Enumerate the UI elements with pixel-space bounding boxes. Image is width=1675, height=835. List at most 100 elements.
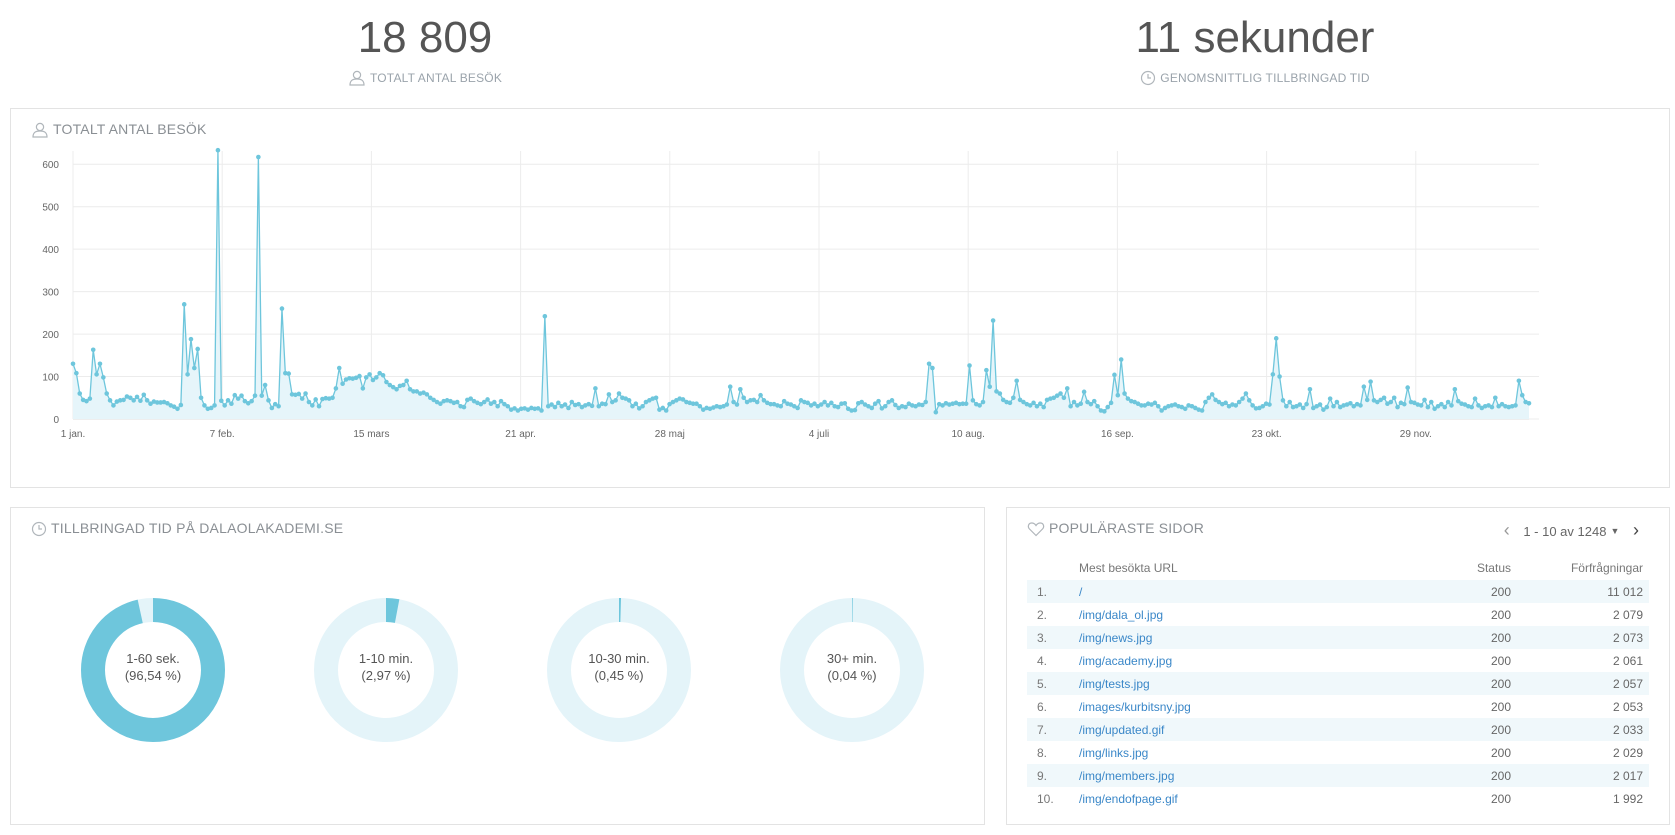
visits-point[interactable] [903, 404, 908, 410]
visits-point[interactable] [1395, 404, 1400, 410]
visits-point[interactable] [481, 399, 487, 405]
visits-point[interactable] [569, 399, 575, 405]
visits-point[interactable] [603, 401, 608, 407]
visits-point[interactable] [239, 393, 244, 398]
visits-point[interactable] [1071, 399, 1077, 405]
visits-point[interactable] [882, 403, 888, 409]
visits-point[interactable] [1327, 396, 1333, 401]
visits-point[interactable] [731, 399, 736, 405]
visits-point[interactable] [1250, 403, 1255, 408]
donut-10-30-min[interactable]: 10-30 min. (0,45 %) [539, 590, 699, 750]
visits-point[interactable] [1493, 395, 1498, 401]
visits-point[interactable] [90, 347, 96, 353]
visits-point[interactable] [390, 384, 396, 390]
visits-point[interactable] [121, 397, 126, 403]
visits-point[interactable] [1391, 395, 1397, 401]
visits-point[interactable] [1388, 399, 1394, 405]
donut-1-60-sec[interactable]: 1-60 sek. (96,54 %) [73, 590, 233, 750]
visits-point[interactable] [1361, 384, 1367, 390]
visits-point[interactable] [781, 398, 787, 404]
visits-point[interactable] [1364, 397, 1370, 403]
visits-point[interactable] [552, 404, 558, 410]
chevron-right-icon[interactable]: › [1633, 520, 1639, 540]
visits-point[interactable] [1287, 399, 1292, 405]
visits-point[interactable] [660, 405, 666, 411]
visits-point[interactable] [74, 370, 79, 376]
visits-point[interactable] [478, 401, 484, 407]
visits-point[interactable] [916, 402, 922, 407]
visits-point[interactable] [1105, 404, 1110, 410]
visits-point[interactable] [539, 408, 544, 413]
visits-point[interactable] [144, 398, 150, 403]
visits-point[interactable] [967, 363, 972, 368]
visits-point[interactable] [1277, 374, 1282, 379]
visits-point[interactable] [310, 403, 315, 408]
visits-point[interactable] [141, 392, 147, 398]
table-row[interactable]: 1./200 11 012 [1027, 580, 1649, 603]
visits-point[interactable] [1526, 400, 1532, 406]
visits-point[interactable] [556, 400, 561, 406]
visits-point[interactable] [1159, 408, 1164, 413]
visits-point[interactable] [252, 393, 258, 398]
visits-point[interactable] [431, 397, 436, 403]
visits-point[interactable] [549, 402, 554, 407]
visits-point[interactable] [1091, 398, 1097, 404]
visits-point[interactable] [384, 379, 389, 385]
visits-point[interactable] [829, 400, 834, 406]
visits-point[interactable] [1199, 408, 1205, 413]
pager-range-select[interactable]: 1 - 10 av 1248 ▼ [1523, 522, 1619, 539]
visits-point[interactable] [1469, 404, 1474, 410]
visits-point[interactable] [680, 397, 686, 402]
visits-point[interactable] [1418, 403, 1424, 408]
visits-point[interactable] [1496, 403, 1501, 409]
visits-point[interactable] [148, 401, 153, 407]
donut-30-plus-min[interactable]: 30+ min. (0,04 %) [772, 590, 932, 750]
visits-point[interactable] [822, 399, 827, 405]
visits-point[interactable] [461, 404, 467, 410]
visits-point[interactable] [1118, 357, 1124, 362]
visits-point[interactable] [1267, 402, 1272, 407]
visits-point[interactable] [1246, 398, 1252, 403]
visits-point[interactable] [1284, 403, 1289, 409]
row-url-link[interactable]: /img/updated.gif [1073, 718, 1425, 741]
table-row[interactable]: 2. /img/dala_ol.jpg 200 2 079 [1027, 603, 1649, 626]
visits-point[interactable] [518, 406, 524, 412]
visits-point[interactable] [289, 392, 295, 397]
visits-point[interactable] [1054, 393, 1060, 398]
visits-point[interactable] [987, 384, 993, 390]
visits-point[interactable] [407, 386, 413, 392]
visits-point[interactable] [1021, 399, 1026, 405]
visits-point[interactable] [485, 397, 490, 402]
visits-point[interactable] [276, 403, 281, 409]
visits-point[interactable] [1216, 399, 1222, 405]
row-url-link[interactable]: /img/members.jpg [1073, 764, 1425, 787]
visits-point[interactable] [165, 400, 170, 406]
visits-point[interactable] [960, 401, 966, 407]
visits-point[interactable] [181, 302, 187, 307]
visits-point[interactable] [505, 403, 511, 409]
visits-point[interactable] [128, 395, 133, 401]
visits-point[interactable] [1034, 403, 1040, 409]
visits-point[interactable] [97, 361, 103, 367]
visits-point[interactable] [1088, 401, 1094, 407]
visits-point[interactable] [690, 401, 696, 407]
visits-point[interactable] [872, 401, 878, 407]
visits-point[interactable] [889, 398, 895, 403]
visits-point[interactable] [363, 375, 369, 380]
visits-point[interactable] [1017, 397, 1023, 403]
visits-point[interactable] [805, 400, 811, 406]
visits-point[interactable] [1139, 403, 1144, 408]
visits-point[interactable] [566, 405, 571, 411]
visits-point[interactable] [977, 403, 982, 408]
visits-point[interactable] [1102, 409, 1107, 414]
visits-point[interactable] [1085, 399, 1090, 405]
visits-point[interactable] [963, 401, 969, 407]
visits-point[interactable] [1152, 400, 1158, 406]
visits-point[interactable] [1041, 404, 1046, 410]
donut-segment[interactable] [780, 598, 924, 742]
visits-point[interactable] [734, 402, 740, 407]
visits-point[interactable] [370, 377, 376, 383]
visits-point[interactable] [492, 399, 497, 405]
row-url-link[interactable]: /img/tests.jpg [1073, 672, 1425, 695]
visits-point[interactable] [299, 396, 305, 401]
